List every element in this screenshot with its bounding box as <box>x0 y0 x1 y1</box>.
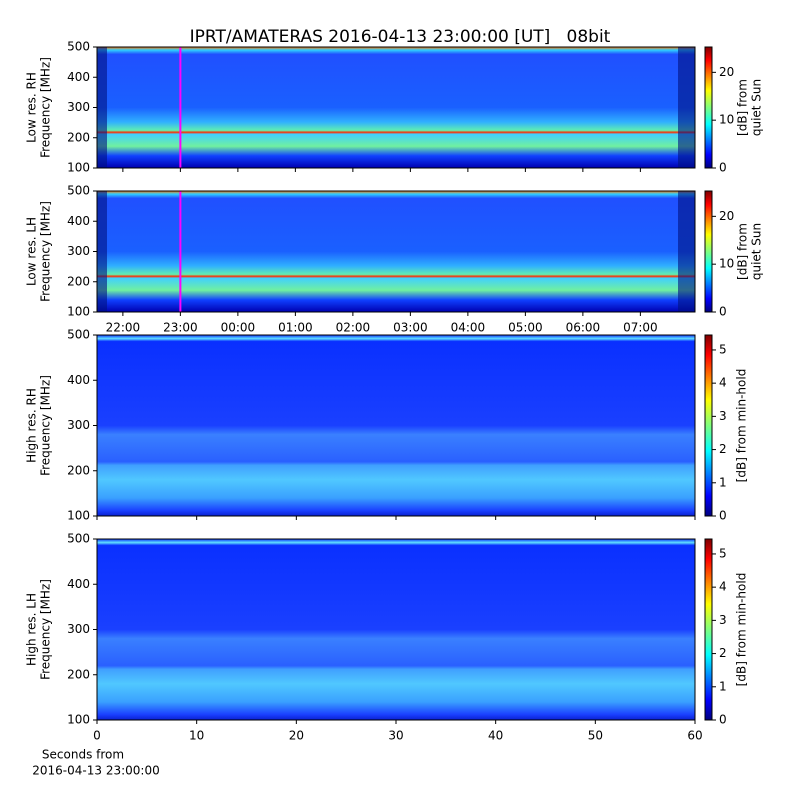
y-tick-label: 400 <box>67 214 90 228</box>
colorbar-tick-label: 4 <box>719 580 727 594</box>
colorbar-label: quiet Sun <box>750 79 764 136</box>
y-tick-label: 300 <box>67 418 90 432</box>
colorbar-label: [dB] from min-hold <box>735 369 749 483</box>
colorbar-label: [dB] from <box>736 79 750 136</box>
y-tick-label: 100 <box>67 161 90 175</box>
x-tick-label: 05:00 <box>508 321 543 335</box>
colorbar-tick-label: 1 <box>719 679 727 693</box>
edge-shade <box>97 47 107 168</box>
x-tick-label: 23:00 <box>163 321 198 335</box>
y-tick-label: 500 <box>67 184 90 198</box>
colorbar-label: quiet Sun <box>750 223 764 280</box>
x-tick-label: 06:00 <box>566 321 601 335</box>
x-tick-label: 03:00 <box>393 321 428 335</box>
y-tick-label: 100 <box>67 305 90 319</box>
colorbar <box>704 190 713 313</box>
spectrogram <box>97 539 695 720</box>
x-tick-label: 00:00 <box>221 321 256 335</box>
y-tick-label: 100 <box>67 713 90 727</box>
y-tick-label: 500 <box>67 328 90 342</box>
colorbar <box>704 334 713 517</box>
x-tick-label: 22:00 <box>106 321 141 335</box>
y-tick-label: 300 <box>67 100 90 114</box>
x-tick-label: 60 <box>687 729 702 743</box>
x-tick-label: 02:00 <box>336 321 371 335</box>
y-axis-label: Low res. RH <box>25 72 39 143</box>
x-tick-label: 20 <box>289 729 304 743</box>
y-tick-label: 400 <box>67 373 90 387</box>
x-tick-label: 30 <box>388 729 403 743</box>
y-tick-label: 400 <box>67 70 90 84</box>
x-tick-label: 07:00 <box>623 321 658 335</box>
spectrogram <box>97 191 695 312</box>
colorbar-tick-label: 20 <box>719 209 734 223</box>
spectrogram <box>97 335 695 516</box>
colorbar-tick-label: 0 <box>719 509 727 523</box>
colorbar <box>704 46 713 169</box>
colorbar-tick-label: 3 <box>719 409 727 423</box>
y-tick-label: 200 <box>67 667 90 681</box>
colorbar-tick-label: 10 <box>719 257 734 271</box>
colorbar-tick-label: 20 <box>719 65 734 79</box>
y-tick-label: 200 <box>67 463 90 477</box>
y-axis-label: High res. RH <box>25 388 39 463</box>
y-axis-label: High res. LH <box>25 593 39 666</box>
colorbar-tick-label: 5 <box>719 546 727 560</box>
colorbar-tick-label: 2 <box>719 646 727 660</box>
colorbar-tick-label: 1 <box>719 475 727 489</box>
x-tick-label: 01:00 <box>278 321 313 335</box>
y-tick-label: 300 <box>67 244 90 258</box>
colorbar-tick-label: 0 <box>719 713 727 727</box>
y-axis-label: Frequency [MHz] <box>39 57 53 158</box>
colorbar-tick-label: 0 <box>719 305 727 319</box>
x-tick-label: 10 <box>189 729 204 743</box>
y-axis-label: Low res. LH <box>25 217 39 286</box>
x-tick-label: 04:00 <box>451 321 486 335</box>
y-axis-label: Frequency [MHz] <box>39 201 53 302</box>
edge-shade <box>678 191 695 312</box>
colorbar-tick-label: 5 <box>719 342 727 356</box>
x-tick-label: 40 <box>488 729 503 743</box>
colorbar-label: [dB] from min-hold <box>735 573 749 687</box>
y-tick-label: 100 <box>67 509 90 523</box>
colorbar-tick-label: 0 <box>719 161 727 175</box>
y-axis-label: Frequency [MHz] <box>39 579 53 680</box>
y-tick-label: 200 <box>67 274 90 288</box>
x-tick-label: 50 <box>588 729 603 743</box>
figure-title: IPRT/AMATERAS 2016-04-13 23:00:00 [UT] 0… <box>190 27 611 47</box>
y-tick-label: 200 <box>67 130 90 144</box>
colorbar <box>704 538 713 721</box>
y-axis-label: Frequency [MHz] <box>39 375 53 476</box>
colorbar-tick-label: 4 <box>719 376 727 390</box>
colorbar-tick-label: 10 <box>719 113 734 127</box>
y-tick-label: 500 <box>67 532 90 546</box>
colorbar-label: [dB] from <box>736 223 750 280</box>
y-tick-label: 400 <box>67 577 90 591</box>
x-tick-label: 0 <box>93 729 101 743</box>
colorbar-tick-label: 3 <box>719 613 727 627</box>
y-tick-label: 500 <box>67 40 90 54</box>
x-axis-label: Seconds from <box>42 748 124 762</box>
spectrogram <box>97 47 695 168</box>
colorbar-tick-label: 2 <box>719 442 727 456</box>
x-axis-label: 2016-04-13 23:00:00 <box>32 764 159 778</box>
y-tick-label: 300 <box>67 622 90 636</box>
edge-shade <box>678 47 695 168</box>
edge-shade <box>97 191 107 312</box>
